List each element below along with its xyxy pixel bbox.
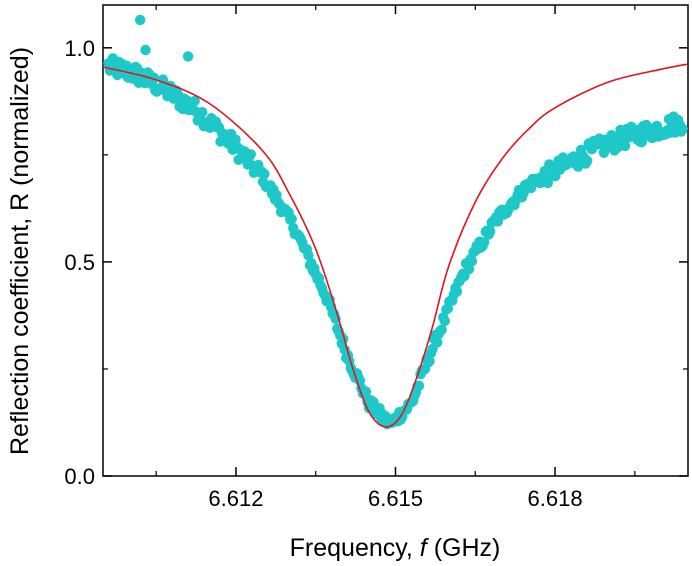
- y-tick-label: 1.0: [64, 36, 95, 61]
- data-point: [135, 14, 146, 26]
- x-axis-title-unit: (GHz): [427, 534, 501, 562]
- data-point: [303, 250, 314, 261]
- data-point: [636, 136, 647, 148]
- data-point: [542, 177, 553, 189]
- data-point: [619, 140, 631, 152]
- plot-frame: [102, 4, 689, 477]
- data-point: [197, 107, 208, 118]
- data-point: [432, 337, 443, 348]
- data-point: [463, 263, 475, 275]
- x-axis-title-symbol: f: [420, 534, 430, 562]
- data-point: [286, 213, 297, 225]
- x-axis-title-prefix: Frequency,: [290, 534, 420, 562]
- data-point: [479, 237, 490, 248]
- y-tick-label: 0.5: [64, 250, 95, 275]
- y-tick-label: 0.0: [64, 464, 95, 489]
- y-axis-title: Reflection coefficient, R (normalized): [6, 47, 34, 455]
- data-point: [413, 380, 425, 391]
- data-point: [259, 168, 270, 180]
- data-point: [189, 95, 200, 107]
- x-axis-tick-labels: 6.612 6.615 6.618: [208, 486, 582, 511]
- data-point: [182, 51, 194, 62]
- data-point: [466, 255, 478, 267]
- x-tick-label: 6.612: [208, 486, 263, 511]
- data-point: [360, 386, 372, 397]
- fit-curve: [103, 63, 688, 428]
- data-point: [424, 356, 435, 367]
- data-point: [677, 123, 688, 135]
- data-point: [245, 149, 256, 160]
- data-point: [140, 44, 151, 56]
- x-tick-label: 6.618: [528, 486, 583, 511]
- data-point: [451, 286, 463, 297]
- data-point: [439, 315, 450, 327]
- y-axis-tick-labels: 0.0 0.5 1.0: [64, 36, 95, 489]
- data-point: [485, 226, 496, 237]
- y-axis-ticks: [103, 47, 688, 477]
- data-point: [112, 69, 123, 81]
- x-axis-title: Frequency, f (GHz): [290, 534, 501, 562]
- measured-data-points: [103, 14, 688, 430]
- data-point: [436, 324, 447, 335]
- x-tick-label: 6.615: [368, 486, 423, 511]
- data-point: [582, 155, 593, 166]
- data-point: [181, 95, 193, 106]
- x-axis-ticks: [155, 5, 636, 476]
- data-point: [492, 216, 503, 227]
